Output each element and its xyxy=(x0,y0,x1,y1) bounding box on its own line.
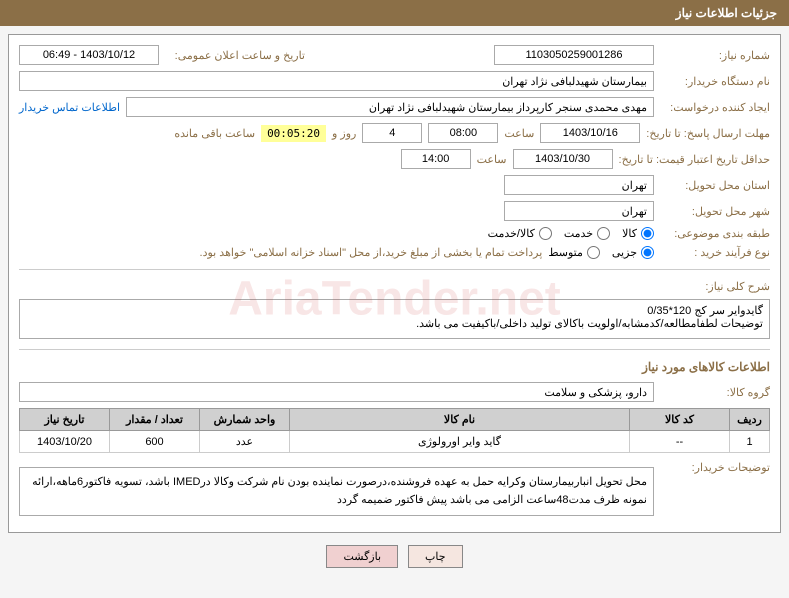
divider-1 xyxy=(19,269,770,270)
process-label: نوع فرآیند خرید : xyxy=(660,246,770,259)
general-desc-label: شرح کلی نیاز: xyxy=(660,280,770,293)
remaining-label: ساعت باقی مانده xyxy=(174,127,255,140)
th-date: تاریخ نیاز xyxy=(20,409,110,431)
cat-service-radio[interactable] xyxy=(597,227,610,240)
td-name: گاید وایر اورولوژی xyxy=(290,431,630,453)
goods-group-input[interactable] xyxy=(19,382,654,402)
delivery-province-label: استان محل تحویل: xyxy=(660,179,770,192)
proc-partial-option[interactable]: جزیی xyxy=(612,246,654,259)
print-button[interactable]: چاپ xyxy=(408,545,463,568)
need-number-label: شماره نیاز: xyxy=(660,49,770,62)
announce-date-label: تاریخ و ساعت اعلان عمومی: xyxy=(165,49,305,62)
deadline-label: مهلت ارسال پاسخ: تا تاریخ: xyxy=(646,127,770,140)
divider-2 xyxy=(19,349,770,350)
general-desc-textarea[interactable] xyxy=(19,299,770,339)
th-name: نام کالا xyxy=(290,409,630,431)
table-header-row: ردیف کد کالا نام کالا واحد شمارش تعداد /… xyxy=(20,409,770,431)
payment-note: پرداخت تمام یا بخشی از مبلغ خرید،از محل … xyxy=(200,246,543,259)
buyer-name-input[interactable] xyxy=(19,71,654,91)
deadline-time-input[interactable] xyxy=(428,123,498,143)
panel-header: جزئیات اطلاعات نیاز xyxy=(0,0,789,26)
cat-service-option[interactable]: خدمت xyxy=(564,227,610,240)
goods-table: ردیف کد کالا نام کالا واحد شمارش تعداد /… xyxy=(19,408,770,453)
buyer-notes-label: توضیحات خریدار: xyxy=(660,461,770,474)
td-row: 1 xyxy=(730,431,770,453)
proc-partial-radio[interactable] xyxy=(641,246,654,259)
requester-input[interactable] xyxy=(126,97,654,117)
days-and-label: روز و xyxy=(332,127,356,140)
td-qty: 600 xyxy=(110,431,200,453)
delivery-city-label: شهر محل تحویل: xyxy=(660,205,770,218)
td-code: -- xyxy=(630,431,730,453)
back-button[interactable]: بازگشت xyxy=(326,545,398,568)
time-label-1: ساعت xyxy=(504,127,534,140)
time-label-2: ساعت xyxy=(477,153,507,166)
proc-medium-option[interactable]: متوسط xyxy=(548,246,600,259)
buyer-notes-box: محل تحویل انباربیمارستان وکرایه حمل به ع… xyxy=(19,467,654,516)
cat-goods-service-option[interactable]: کالا/خدمت xyxy=(488,227,552,240)
main-panel: شماره نیاز: تاریخ و ساعت اعلان عمومی: نا… xyxy=(8,34,781,533)
cat-goods-option[interactable]: کالا xyxy=(622,227,654,240)
price-validity-date-input[interactable] xyxy=(513,149,613,169)
process-radio-group: جزیی متوسط xyxy=(548,246,654,259)
td-date: 1403/10/20 xyxy=(20,431,110,453)
cat-goods-service-radio[interactable] xyxy=(539,227,552,240)
th-unit: واحد شمارش xyxy=(200,409,290,431)
button-row: چاپ بازگشت xyxy=(0,545,789,568)
buyer-name-label: نام دستگاه خریدار: xyxy=(660,75,770,88)
announce-date-input[interactable] xyxy=(19,45,159,65)
price-validity-time-input[interactable] xyxy=(401,149,471,169)
need-number-input[interactable] xyxy=(494,45,654,65)
proc-medium-radio[interactable] xyxy=(587,246,600,259)
th-qty: تعداد / مقدار xyxy=(110,409,200,431)
td-unit: عدد xyxy=(200,431,290,453)
deadline-date-input[interactable] xyxy=(540,123,640,143)
category-label: طبقه بندی موضوعی: xyxy=(660,227,770,240)
goods-group-label: گروه کالا: xyxy=(660,386,770,399)
delivery-province-input[interactable] xyxy=(504,175,654,195)
goods-info-title: اطلاعات کالاهای مورد نیاز xyxy=(19,360,770,374)
table-row: 1 -- گاید وایر اورولوژی عدد 600 1403/10/… xyxy=(20,431,770,453)
price-validity-label: حداقل تاریخ اعتبار قیمت: تا تاریخ: xyxy=(619,153,770,166)
th-code: کد کالا xyxy=(630,409,730,431)
requester-label: ایجاد کننده درخواست: xyxy=(660,101,770,114)
cat-goods-radio[interactable] xyxy=(641,227,654,240)
th-row: ردیف xyxy=(730,409,770,431)
delivery-city-input[interactable] xyxy=(504,201,654,221)
category-radio-group: کالا خدمت کالا/خدمت xyxy=(488,227,654,240)
contact-link[interactable]: اطلاعات تماس خریدار xyxy=(19,101,120,114)
countdown-timer: 00:05:20 xyxy=(261,125,326,142)
days-count-input[interactable] xyxy=(362,123,422,143)
